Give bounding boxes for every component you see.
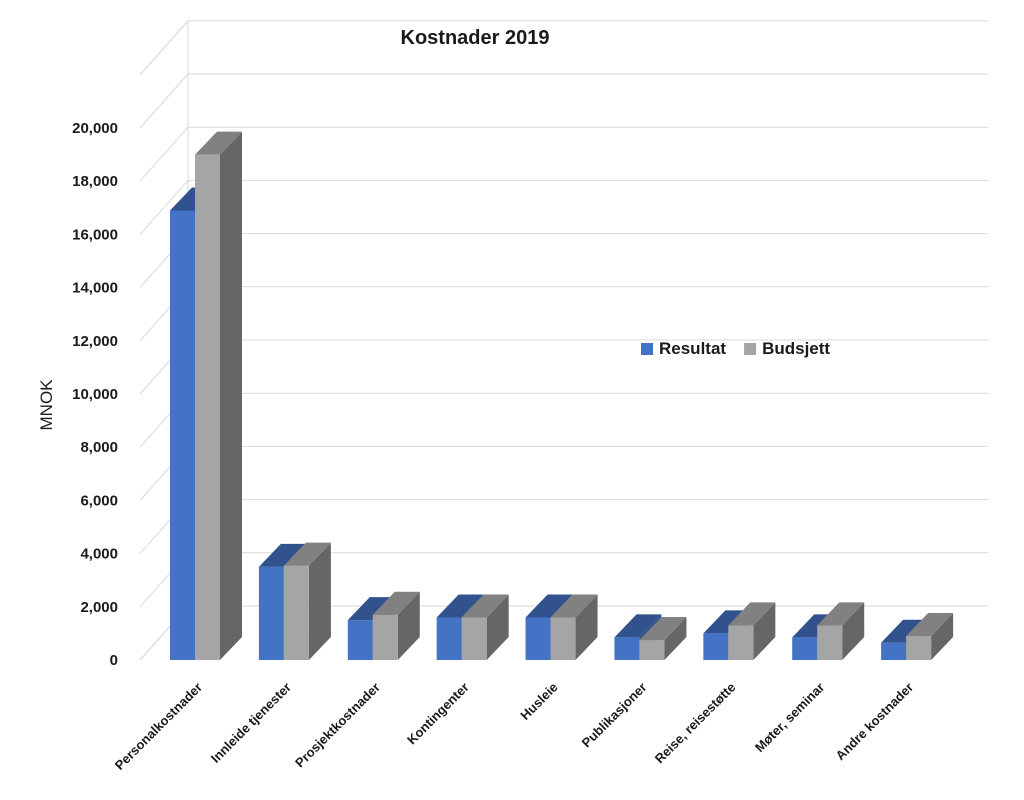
y-tick-label: 18,000 — [72, 173, 118, 190]
y-tick-label: 20,000 — [72, 120, 118, 137]
gridline-depth — [139, 126, 189, 182]
gridline-depth — [139, 180, 189, 235]
y-tick-label: 8,000 — [80, 439, 118, 456]
x-tick-label: Møter, seminar — [752, 680, 827, 755]
y-tick-label: 4,000 — [80, 546, 118, 563]
y-tick-label: 2,000 — [80, 599, 118, 616]
bar-budsjett — [728, 602, 776, 660]
x-tick-label: Husleie — [517, 680, 560, 723]
legend-swatch — [641, 343, 653, 355]
bar-budsjett — [639, 617, 687, 660]
y-axis-label: MNOK — [37, 379, 56, 431]
chart-title: Kostnader 2019 — [401, 27, 550, 49]
y-tick-label: 14,000 — [72, 280, 118, 297]
bar-budsjett — [817, 602, 865, 660]
x-tick-label: Personalkostnader — [112, 680, 205, 773]
y-tick-label: 16,000 — [72, 226, 118, 243]
bar-budsjett — [461, 594, 509, 660]
bar-budsjett — [195, 131, 242, 661]
y-axis-ticks: 0 2,000 4,000 6,000 8,000 10,000 12,000 14,000 1… — [72, 120, 118, 669]
x-axis-ticks: Personalkostnader Innleide tjenesterProsj… — [112, 680, 916, 773]
legend-label: Resultat — [659, 339, 726, 358]
bar-budsjett — [283, 542, 331, 660]
bar-budsjett — [906, 613, 954, 660]
x-tick-label: Publikasjoner — [579, 680, 650, 751]
bar-budsjett — [372, 591, 420, 660]
x-tick-label: Innleide tjenester — [208, 680, 294, 766]
legend-swatch — [744, 343, 757, 355]
y-tick-label: 0 — [110, 652, 118, 669]
legend: Resultat Budsjett — [641, 339, 830, 358]
y-tick-label: 12,000 — [72, 333, 118, 350]
x-tick-label: Reise, reisestøtte — [652, 680, 739, 767]
bar-budsjett — [550, 594, 598, 660]
y-tick-label: 10,000 — [72, 386, 118, 403]
y-tick-label: 6,000 — [80, 492, 118, 509]
gridlines — [139, 20, 988, 661]
gridline-depth — [139, 73, 189, 129]
bar-series — [170, 131, 954, 661]
legend-label: Budsjett — [762, 339, 830, 358]
x-tick-label: Kontingenter — [404, 680, 472, 748]
x-tick-label: Prosjektkostnader — [292, 680, 383, 771]
x-tick-label: Andre kostnader — [833, 680, 917, 764]
gridline-depth — [139, 20, 189, 76]
